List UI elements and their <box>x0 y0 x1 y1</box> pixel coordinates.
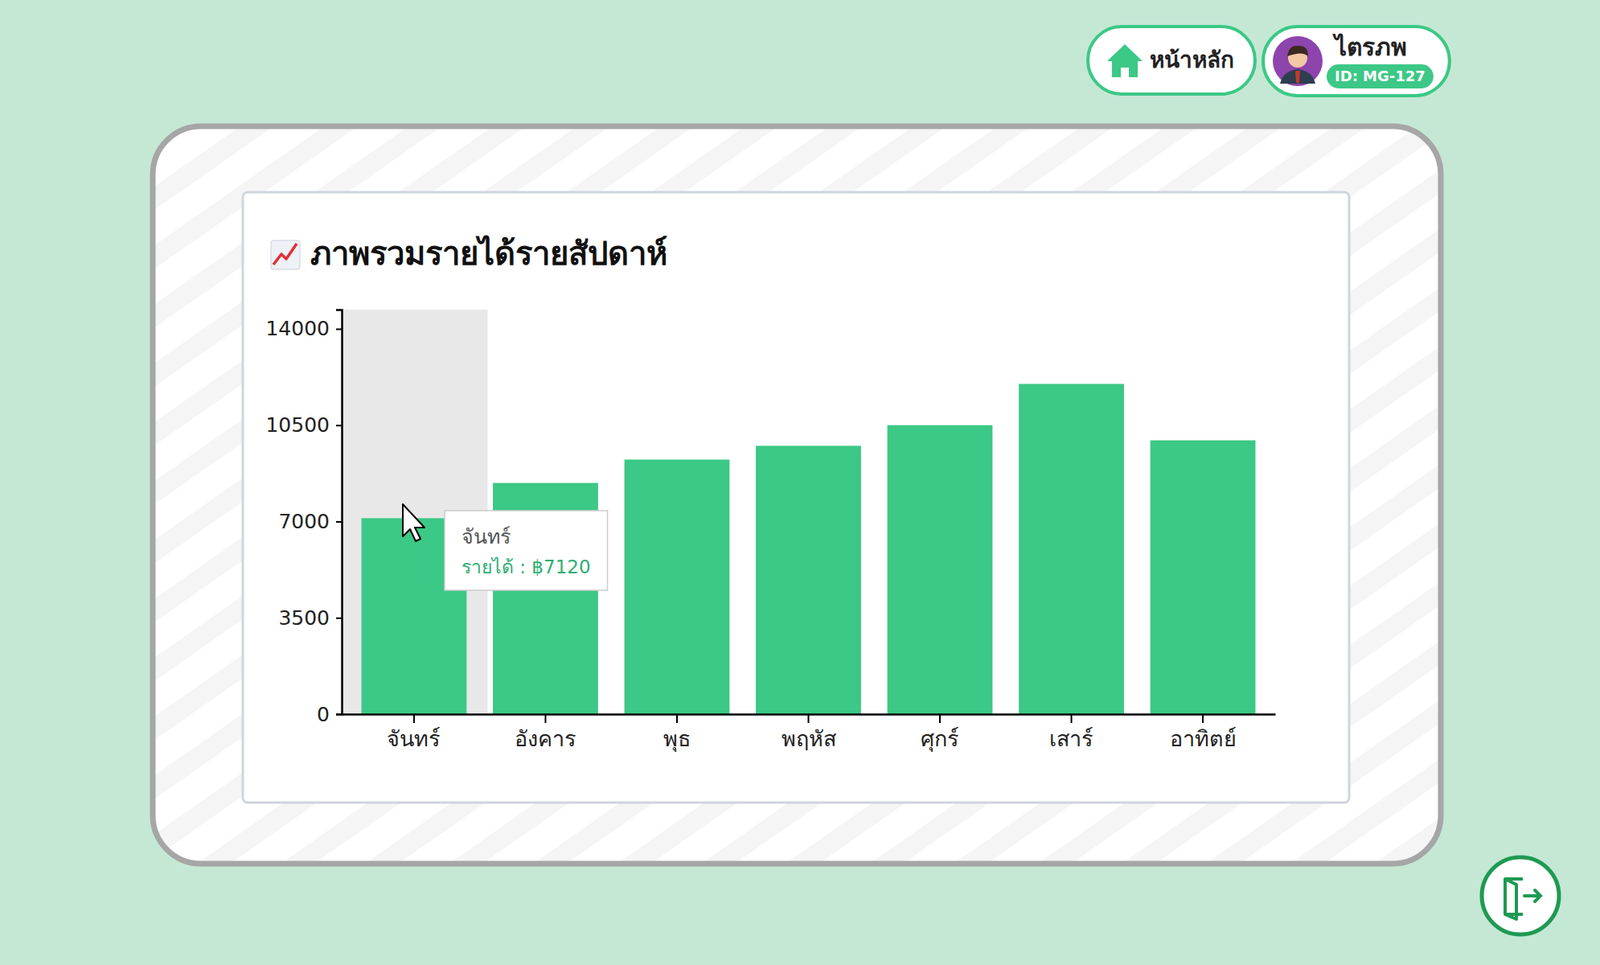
x-tick-label: เสาร์ <box>1049 726 1094 751</box>
profile-frame[interactable] <box>1263 26 1450 96</box>
logout-arrow[interactable] <box>1524 890 1541 902</box>
title-icon <box>270 240 300 270</box>
x-tick: เสาร์ <box>1049 713 1094 751</box>
x-axis: จันทร์ อังคาร พุธ พฤหัส ศุกร์ เสาร์ อาทิตย์ <box>342 713 1276 753</box>
logout-door[interactable] <box>1505 878 1523 919</box>
logout-frame[interactable] <box>1481 857 1559 935</box>
card <box>152 126 1441 864</box>
x-tick: พุธ <box>663 713 691 753</box>
y-axis: 0 3500 7000 10500 14000 <box>265 310 342 727</box>
avatar-suit[interactable] <box>1280 69 1316 84</box>
user-name[interactable]: ไตรภพ <box>1332 32 1408 62</box>
x-tick-mark <box>939 713 941 723</box>
profile[interactable]: ไตรภพ ID: MG-127 <box>1263 26 1450 96</box>
y-tick: 14000 <box>265 316 342 341</box>
tooltip-title: จันทร์ <box>461 525 511 549</box>
bar[interactable] <box>1150 440 1256 714</box>
y-tick: 7000 <box>278 509 342 534</box>
mouse-pointer <box>402 504 425 542</box>
avatar-bg[interactable] <box>1272 36 1323 87</box>
x-tick-mark <box>1202 713 1204 723</box>
y-tick-mark <box>336 617 342 620</box>
y-tick-mark <box>336 521 342 523</box>
y-tick-label: 14000 <box>265 316 330 341</box>
x-tick-mark <box>676 713 678 723</box>
x-tick: ศุกร์ <box>920 713 960 753</box>
canvas: หน้าหลัก ไตรภพ ID: MG-127 ภาพรวมรายได้รายสั… <box>0 0 1600 965</box>
home-icon[interactable] <box>1107 44 1143 78</box>
tooltip: จันทร์รายได้ : ฿7120 <box>444 510 608 591</box>
chart-panel <box>242 192 1350 803</box>
x-tick-label: อาทิตย์ <box>1169 726 1237 751</box>
x-tick-mark <box>544 713 546 723</box>
tooltip-text: รายได้ : ฿7120 <box>461 556 591 578</box>
user-id-badge[interactable] <box>1326 64 1434 89</box>
x-tick: อาทิตย์ <box>1169 713 1237 751</box>
x-tick: พฤหัส <box>781 713 837 751</box>
y-tick-label: 10500 <box>265 413 330 437</box>
avatar-tie[interactable] <box>1295 70 1301 84</box>
x-tick: อังคาร <box>514 713 577 751</box>
user-id[interactable]: ID: MG-127 <box>1334 67 1426 85</box>
y-tick-mark <box>336 713 342 716</box>
page: หน้าหลัก ไตรภพ ID: MG-127 ภาพรวมรายได้รายสั… <box>0 0 1600 965</box>
x-tick: จันทร์ <box>386 713 441 751</box>
bar[interactable] <box>755 445 862 714</box>
y-axis-line <box>336 310 343 715</box>
tooltip-box <box>444 510 608 591</box>
x-tick-label: จันทร์ <box>386 726 441 751</box>
x-tick-mark <box>1070 713 1073 723</box>
x-tick-label: พฤหัส <box>781 726 837 751</box>
y-tick-label: 7000 <box>278 509 330 534</box>
background <box>0 0 1600 965</box>
title-icon-line <box>273 243 297 265</box>
x-tick-mark <box>413 713 415 723</box>
y-tick-mark <box>336 328 342 330</box>
y-tick-mark <box>336 424 342 427</box>
y-tick-label: 3500 <box>278 606 330 630</box>
y-tick: 3500 <box>278 606 342 630</box>
x-tick-label: อังคาร <box>514 726 577 751</box>
home-button-frame[interactable] <box>1087 26 1256 95</box>
x-tick-label: พุธ <box>663 726 691 753</box>
x-tick-mark <box>808 713 810 723</box>
y-tick-label: 0 <box>316 702 330 727</box>
chart-title: ภาพรวมรายได้รายสัปดาห์ <box>310 234 668 272</box>
plot-area <box>341 309 1256 714</box>
bar[interactable] <box>887 425 993 714</box>
home-button[interactable]: หน้าหลัก <box>1087 26 1256 95</box>
bar[interactable] <box>624 459 731 714</box>
avatar[interactable] <box>1272 36 1323 87</box>
bar[interactable] <box>1018 383 1125 714</box>
title-icon-bg <box>270 240 300 270</box>
home-label[interactable]: หน้าหลัก <box>1149 46 1235 74</box>
x-tick-label: ศุกร์ <box>920 726 960 753</box>
logout-button[interactable] <box>1481 857 1559 935</box>
y-tick: 0 <box>316 702 342 727</box>
avatar-hair[interactable] <box>1287 45 1309 57</box>
y-tick: 10500 <box>265 413 342 437</box>
